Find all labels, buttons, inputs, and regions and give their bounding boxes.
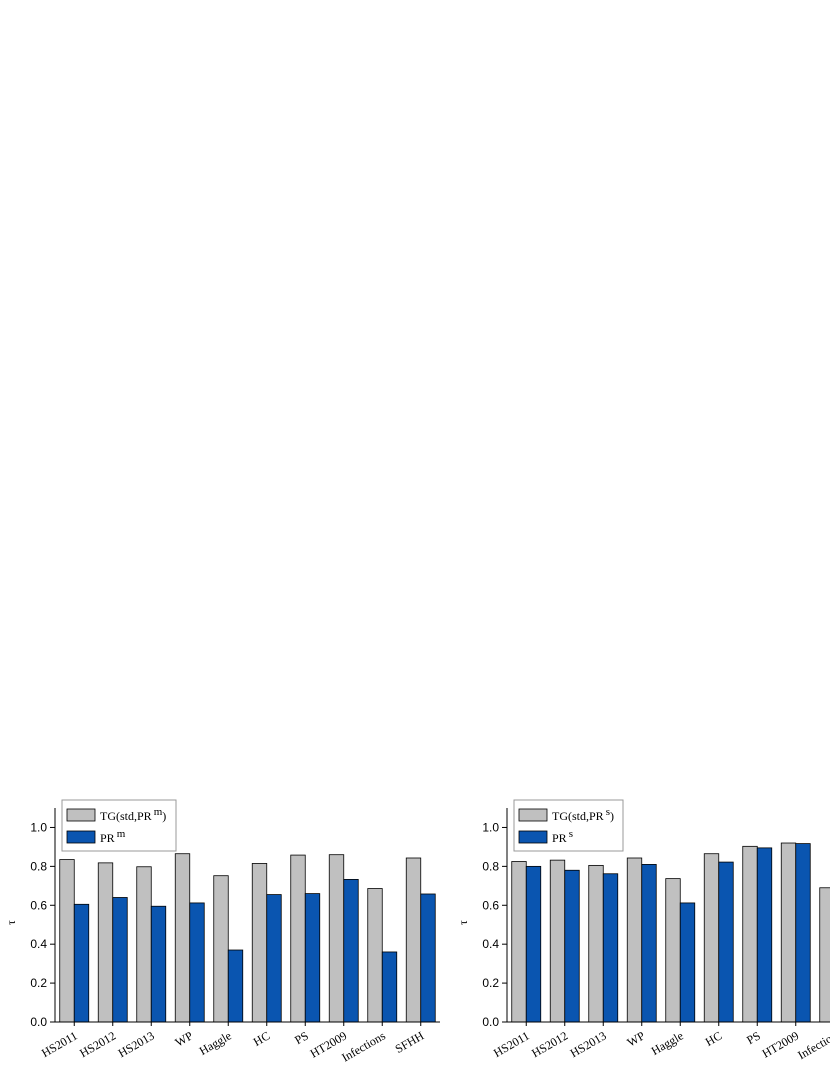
y-tick-label: 0.6: [30, 898, 47, 912]
legend-swatch: [66, 830, 96, 844]
x-tick-label: Infections: [339, 1028, 388, 1064]
x-tick-label: HS2012: [529, 1028, 570, 1060]
bar: [626, 857, 643, 1023]
legend-swatch: [66, 808, 96, 822]
bar: [189, 902, 205, 1023]
legend-label: PR s: [552, 828, 573, 845]
legend-sup: s: [569, 828, 573, 840]
bar: [819, 887, 830, 1023]
legend-swatch: [518, 808, 548, 822]
x-tick-label: HS2013: [568, 1028, 609, 1060]
legend-label: TG(std,PR m): [100, 806, 166, 823]
bar: [602, 873, 619, 1023]
bar: [227, 949, 244, 1023]
y-tick-label: 0.0: [30, 1015, 47, 1029]
bar: [59, 859, 75, 1023]
y-tick-label: 0.6: [482, 898, 499, 912]
bar: [780, 842, 797, 1023]
y-tick-label: 0.4: [482, 937, 499, 951]
bar: [756, 847, 773, 1023]
bar: [665, 878, 681, 1023]
legend-name: PR: [552, 831, 567, 845]
bar: [511, 861, 527, 1023]
bar: [525, 865, 542, 1023]
bar: [136, 866, 152, 1023]
legend-sup: m: [117, 828, 126, 840]
y-tick-label: 0.4: [30, 937, 47, 951]
x-tick-label: PS: [744, 1028, 763, 1047]
legend-sup: m: [154, 806, 163, 818]
legend-name: PR: [100, 831, 115, 845]
x-tick-label: Infection: [795, 1028, 830, 1062]
bar: [641, 864, 657, 1023]
y-axis-label: τ: [456, 920, 470, 925]
y-tick-label: 1.0: [30, 820, 47, 834]
bar: [112, 897, 128, 1023]
y-tick-label: 0.2: [482, 976, 499, 990]
x-tick-label: HS2011: [491, 1028, 532, 1060]
x-tick-label: HS2012: [77, 1028, 118, 1060]
bar: [549, 859, 566, 1023]
bar: [679, 902, 696, 1023]
x-tick-label: Haggle: [197, 1028, 234, 1057]
bar: [213, 875, 229, 1023]
legend-sup: s: [606, 806, 610, 818]
bar: [795, 843, 811, 1023]
x-tick-label: HC: [251, 1028, 272, 1048]
x-tick-label: HC: [703, 1028, 724, 1048]
bar: [703, 853, 720, 1023]
bar: [73, 903, 90, 1023]
bar: [150, 905, 167, 1023]
y-tick-label: 0.8: [482, 859, 499, 873]
bar: [328, 854, 345, 1023]
y-tick-label: 0.8: [30, 859, 47, 873]
bar: [405, 857, 422, 1023]
legend-swatch: [518, 830, 548, 844]
legend-label: TG(std,PR s): [552, 806, 614, 823]
bar: [367, 888, 383, 1023]
y-tick-label: 0.2: [30, 976, 47, 990]
bar: [564, 869, 580, 1023]
y-tick-label: 0.0: [482, 1015, 499, 1029]
bar: [343, 878, 359, 1023]
bar: [381, 951, 398, 1023]
bar: [174, 853, 191, 1023]
x-tick-label: PS: [292, 1028, 311, 1047]
bar: [742, 845, 758, 1023]
x-tick-label: Haggle: [649, 1028, 686, 1057]
bar: [304, 893, 321, 1023]
legend-name: TG(std,PR: [100, 809, 152, 823]
x-tick-label: HS2013: [116, 1028, 157, 1060]
x-tick-label: WP: [625, 1028, 648, 1049]
bar: [97, 862, 114, 1023]
bar: [718, 861, 734, 1023]
legend-name: TG(std,PR: [552, 809, 604, 823]
bar: [266, 894, 282, 1023]
legend-end: ): [162, 809, 166, 823]
y-tick-label: 1.0: [482, 820, 499, 834]
bar: [251, 863, 268, 1023]
x-tick-label: SFHH: [393, 1028, 427, 1056]
bar: [588, 864, 604, 1023]
bar: [420, 893, 436, 1023]
x-tick-label: HS2011: [39, 1028, 80, 1060]
y-axis-label: τ: [4, 920, 18, 925]
x-tick-label: WP: [173, 1028, 196, 1049]
bar: [290, 854, 306, 1023]
legend-end: ): [610, 809, 614, 823]
legend-label: PR m: [100, 828, 126, 845]
x-tick-label: HT2009: [760, 1028, 802, 1060]
